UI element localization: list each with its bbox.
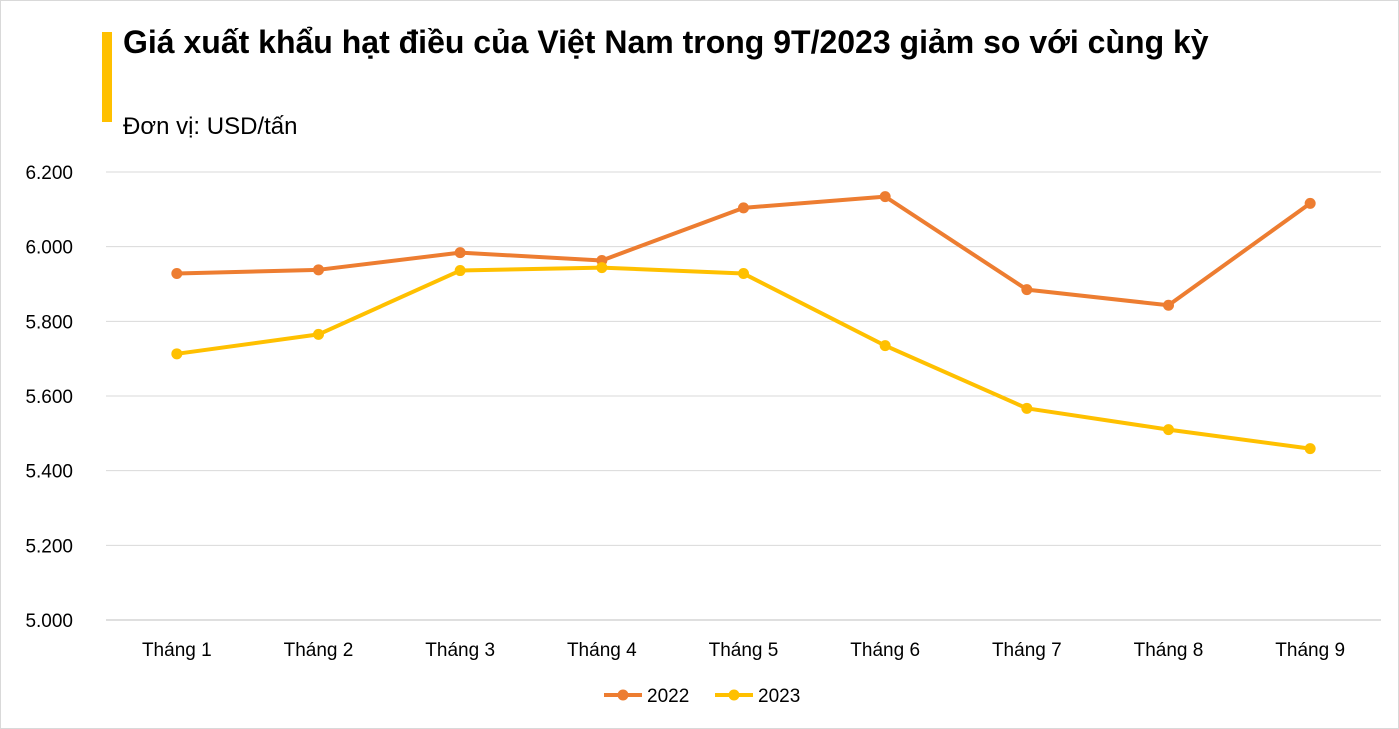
- data-point-2022: [879, 191, 891, 203]
- x-tick-label: Tháng 6: [850, 640, 920, 661]
- data-point-2022: [738, 202, 749, 214]
- y-tick-label: 5.600: [25, 387, 73, 408]
- legend-label-2022: 2022: [647, 686, 689, 707]
- x-tick-label: Tháng 7: [992, 640, 1062, 661]
- y-tick-label: 5.800: [25, 312, 73, 333]
- data-point-2023: [171, 348, 183, 360]
- title-accent-bar: [102, 32, 112, 122]
- data-point-2022: [313, 264, 324, 276]
- y-tick-label: 5.200: [25, 536, 73, 557]
- data-point-2022: [1021, 284, 1033, 296]
- data-point-2023: [738, 268, 749, 280]
- series-line-2023: [174, 265, 1313, 451]
- data-point-2022: [454, 247, 466, 259]
- x-tick-label: Tháng 2: [284, 640, 354, 661]
- y-tick-label: 6.000: [25, 238, 73, 259]
- data-point-2023: [1304, 443, 1316, 455]
- data-point-2022: [171, 268, 183, 280]
- legend-marker-2023: [728, 689, 740, 701]
- x-tick-label: Tháng 8: [1134, 640, 1204, 661]
- data-point-2023: [1163, 424, 1174, 436]
- data-point-2022: [1163, 299, 1174, 311]
- chart-title: Giá xuất khẩu hạt điều của Việt Nam tron…: [123, 24, 1209, 60]
- data-point-2023: [313, 328, 324, 340]
- legend-marker-2022: [617, 689, 629, 701]
- data-point-2023: [596, 262, 608, 274]
- legend-label-2023: 2023: [758, 686, 800, 707]
- data-point-2023: [1021, 402, 1033, 414]
- chart-subtitle: Đơn vị: USD/tấn: [123, 113, 298, 140]
- data-point-2023: [454, 265, 466, 277]
- x-tick-label: Tháng 5: [709, 640, 779, 661]
- x-tick-label: Tháng 9: [1275, 640, 1345, 661]
- x-tick-label: Tháng 1: [142, 640, 212, 661]
- y-tick-label: 5.000: [25, 611, 73, 632]
- data-point-2023: [879, 340, 891, 352]
- x-tick-label: Tháng 4: [567, 640, 637, 661]
- data-point-2022: [1304, 197, 1316, 209]
- y-tick-label: 6.200: [25, 163, 73, 184]
- y-tick-label: 5.400: [25, 462, 73, 483]
- x-tick-label: Tháng 3: [425, 640, 495, 661]
